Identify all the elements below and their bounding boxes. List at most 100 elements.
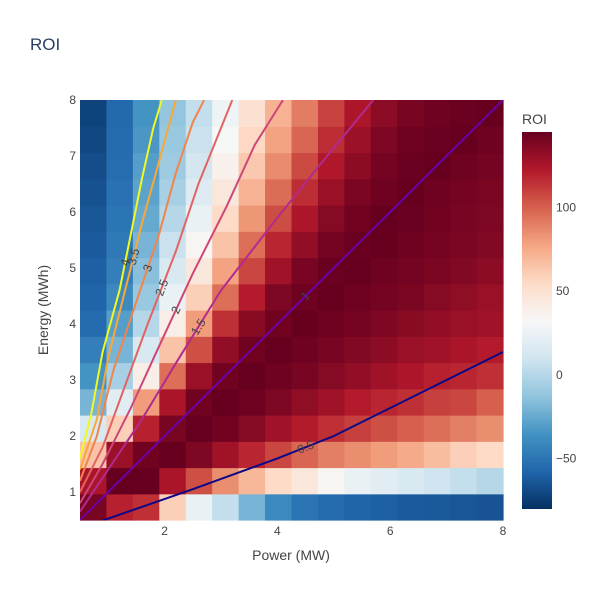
heatmap-cell [291,231,319,259]
heatmap-cell [132,336,160,364]
heatmap-cell [423,467,451,495]
heatmap-cell [212,415,240,442]
colorbar-tick-label: −50 [556,452,577,466]
heatmap-cell [344,178,372,206]
y-tick-label: 7 [69,149,76,163]
contour-label: 3.5 [125,247,143,267]
heatmap-cell [106,493,134,521]
contour-label: 2.5 [152,277,171,298]
heatmap-cell [132,126,160,154]
heatmap-cell [476,231,504,259]
heatmap-cell [185,362,213,390]
contour-line [80,100,503,520]
y-tick-label: 3 [69,373,76,387]
heatmap-cell [423,493,451,521]
colorbar-ticks: −50 0 50 100 [556,200,577,465]
heatmap-cell [238,178,266,206]
heatmap-cell [397,126,425,154]
heatmap-cell [450,336,478,364]
contour-lines: 0.511.522.533.54 [80,100,503,520]
colorbar-tick-label: 50 [556,284,570,298]
heatmap-cell [265,336,293,364]
heatmap-cell [423,126,451,154]
heatmap-cell [291,257,319,285]
heatmap-cell [317,467,345,495]
heatmap-cell [291,415,319,442]
heatmap-cell [423,415,451,442]
heatmap-cell [397,493,425,521]
heatmap-cell [238,231,266,259]
heatmap-cell [291,467,319,495]
heatmap-cell [476,178,504,206]
heatmap-cell [80,178,108,206]
contour-line [80,100,177,470]
x-axis-ticks: 2 4 6 8 [161,524,506,538]
colorbar-tick-label: 100 [556,200,576,214]
heatmap-cell [159,441,187,469]
heatmap-cell [476,205,504,232]
heatmap-cell [185,415,213,442]
heatmap-cell [185,441,213,469]
heatmap-cell [80,231,108,259]
heatmap-cell [476,388,504,416]
heatmap-cell [344,310,372,337]
heatmap-cell [397,205,425,232]
heatmap-cell [238,493,266,521]
heatmap-cell [265,415,293,442]
heatmap-cell [265,178,293,206]
heatmap-cell [238,362,266,390]
heatmap-cell [80,152,108,180]
heatmap-cell [317,310,345,337]
heatmap-cell [106,441,134,469]
x-tick-label: 2 [161,524,168,538]
heatmap-cell [317,152,345,180]
heatmap-cell [450,178,478,206]
contour-line [80,100,284,504]
heatmap-cell [159,388,187,416]
heatmap-cell [185,100,213,127]
heatmap-cell [450,467,478,495]
heatmap-cell [265,362,293,390]
heatmap-cell [291,362,319,390]
heatmap-cell [344,467,372,495]
heatmap-cell [450,310,478,337]
heatmap-cell [450,283,478,311]
colorbar: ROI −50 0 50 100 [522,111,577,509]
heatmap-cell [344,152,372,180]
colorbar-tick-label: 0 [556,368,563,382]
heatmap-cell [106,100,134,127]
heatmap-cell [265,257,293,285]
y-tick-label: 2 [69,429,76,443]
colorbar-gradient [522,132,552,509]
heatmap-cell [159,493,187,521]
heatmap-cell [344,441,372,469]
heatmap-cell [106,205,134,232]
heatmap-cell [476,310,504,337]
x-tick-label: 6 [387,524,394,538]
heatmap-cell [317,336,345,364]
heatmap-cell [265,388,293,416]
heatmap-cell [450,100,478,127]
heatmap-cell [80,310,108,337]
heatmap-cell [476,126,504,154]
x-axis-title: Power (MW) [252,547,330,563]
heatmap-cell [265,231,293,259]
heatmap-cell [291,152,319,180]
heatmap-cell [476,257,504,285]
y-tick-label: 6 [69,205,76,219]
heatmap-cell [370,126,398,154]
heatmap-cell [159,231,187,259]
heatmap-cell [238,310,266,337]
heatmap-cell [344,388,372,416]
heatmap-cell [423,336,451,364]
heatmap-cell [476,283,504,311]
heatmap-cell [370,441,398,469]
heatmap-cell [397,362,425,390]
heatmap-cell [370,283,398,311]
heatmap-cell [450,257,478,285]
heatmap-cell [238,205,266,232]
heatmap-cell [344,205,372,232]
heatmap-cell [80,205,108,232]
heatmap-cell [159,336,187,364]
